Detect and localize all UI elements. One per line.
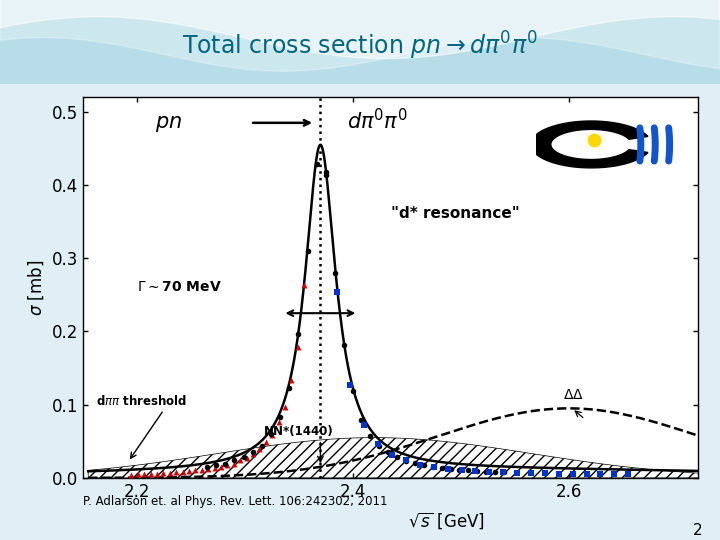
Point	[608, 470, 620, 478]
Point	[292, 330, 304, 339]
Point	[338, 340, 349, 349]
Point	[177, 468, 189, 476]
Point	[428, 462, 440, 471]
Point	[145, 470, 156, 478]
Point	[209, 463, 220, 472]
Point	[299, 281, 310, 289]
Point	[158, 469, 169, 477]
Text: "d* resonance": "d* resonance"	[391, 206, 519, 221]
Point	[553, 469, 564, 478]
Text: 2: 2	[693, 523, 702, 538]
Text: $d\pi^0\pi^0$: $d\pi^0\pi^0$	[348, 108, 408, 133]
Text: $pn$: $pn$	[156, 114, 182, 134]
Point	[215, 462, 227, 471]
Point	[260, 438, 271, 447]
Point	[126, 470, 138, 479]
Point	[132, 470, 143, 479]
Point	[526, 469, 537, 477]
Point	[484, 467, 495, 476]
Polygon shape	[531, 121, 648, 168]
Point	[266, 430, 278, 439]
Point	[472, 467, 483, 475]
Point	[247, 449, 258, 458]
Point	[196, 465, 207, 474]
Point	[498, 468, 510, 477]
Point	[359, 421, 370, 430]
Text: $\sqrt{s}$ [GeV]: $\sqrt{s}$ [GeV]	[408, 510, 485, 531]
Point	[202, 463, 213, 471]
Point	[151, 469, 163, 478]
Point	[418, 461, 430, 470]
Text: Total cross section $pn \rightarrow d\pi^0\pi^0$: Total cross section $pn \rightarrow d\pi…	[182, 30, 538, 62]
Point	[436, 464, 447, 472]
Point	[320, 167, 332, 176]
Point	[284, 383, 295, 392]
Text: P. Adlarson et. al Phys. Rev. Lett. 106:242302, 2011: P. Adlarson et. al Phys. Rev. Lett. 106:…	[83, 495, 387, 508]
Point	[238, 453, 249, 462]
Point	[210, 461, 222, 470]
Point	[480, 467, 492, 476]
Point	[392, 453, 403, 461]
Point	[331, 288, 343, 296]
Text: $\Delta\Delta$: $\Delta\Delta$	[564, 388, 584, 402]
Point	[456, 465, 467, 474]
Point	[164, 469, 176, 477]
Point	[222, 461, 233, 470]
Point	[347, 387, 359, 395]
Point	[345, 381, 356, 389]
Point	[320, 171, 332, 180]
Text: $\Gamma\sim$70 MeV: $\Gamma\sim$70 MeV	[137, 280, 222, 294]
Point	[302, 247, 313, 255]
Point	[286, 376, 297, 384]
Point	[329, 269, 341, 278]
Point	[469, 467, 481, 475]
Point	[202, 464, 214, 473]
Point	[454, 465, 465, 474]
Point	[498, 468, 509, 477]
Point	[228, 459, 240, 468]
Y-axis label: $\sigma$ [mb]: $\sigma$ [mb]	[27, 260, 46, 315]
Point	[256, 441, 268, 450]
Point	[235, 456, 246, 465]
Point	[623, 470, 634, 479]
Point	[241, 453, 253, 462]
Point	[539, 469, 551, 478]
Point	[247, 448, 258, 456]
Point	[442, 464, 454, 473]
Point	[364, 431, 376, 440]
Point	[382, 448, 394, 457]
Point	[387, 451, 398, 460]
Point	[567, 470, 578, 478]
Point	[229, 456, 240, 465]
Point	[414, 461, 426, 469]
Point	[356, 415, 367, 424]
Point	[274, 412, 286, 421]
Point	[490, 468, 501, 476]
Point	[374, 441, 385, 450]
Point	[409, 458, 420, 467]
Point	[138, 470, 150, 478]
Point	[184, 467, 195, 476]
Text: d$\pi\pi$ threshold: d$\pi\pi$ threshold	[96, 394, 187, 408]
Point	[220, 459, 231, 468]
Point	[171, 468, 182, 477]
Point	[445, 464, 456, 473]
Point	[253, 444, 265, 453]
Point	[595, 470, 606, 478]
Point	[189, 466, 201, 475]
Point	[427, 463, 438, 471]
Text: NN*(1440): NN*(1440)	[264, 426, 334, 438]
Point	[400, 456, 412, 465]
Point	[400, 456, 412, 464]
Point	[511, 469, 523, 477]
Point	[265, 430, 276, 438]
Point	[581, 470, 593, 478]
Point	[292, 342, 304, 351]
Point	[311, 160, 323, 168]
Point	[372, 440, 384, 448]
Point	[279, 403, 291, 411]
Point	[463, 466, 474, 475]
Point	[273, 417, 284, 426]
